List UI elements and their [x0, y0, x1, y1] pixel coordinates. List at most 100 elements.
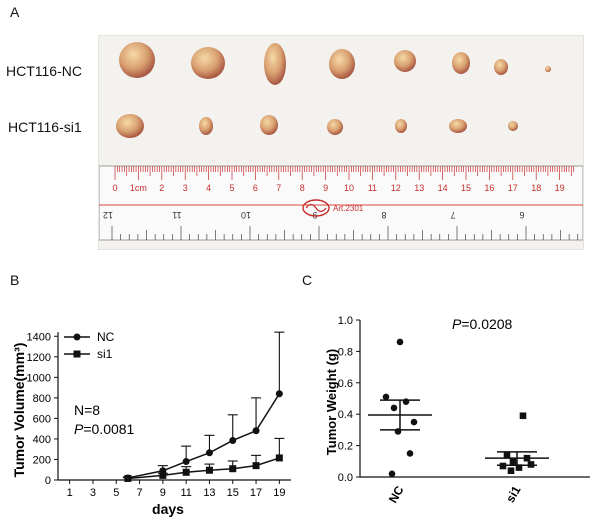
data-point-nc [229, 436, 237, 444]
data-point-si1 [515, 464, 523, 471]
y-tick-label: 0.4 [338, 409, 353, 421]
y-tick-label: 0.2 [338, 441, 353, 453]
tumor-si1 [449, 119, 467, 133]
data-point-nc [252, 427, 260, 435]
data-point-nc [388, 470, 396, 478]
ruler-cm-label: 6 [253, 183, 258, 193]
data-point-si1 [252, 462, 260, 470]
tumor-nc [329, 49, 355, 79]
ruler-cm-label: 4 [206, 183, 211, 193]
x-tick-label: 17 [250, 487, 262, 499]
tumor-nc [264, 43, 286, 85]
legend-label-si1: si1 [97, 347, 113, 361]
y-tick-label: 400 [33, 434, 51, 446]
data-point-nc [382, 393, 390, 401]
tumor-si1 [327, 119, 343, 135]
y-tick-label: 1400 [27, 331, 51, 343]
tumor-si1 [199, 117, 213, 135]
tumor-nc [394, 50, 416, 72]
ruler-cm-label: 16 [484, 183, 494, 193]
tumor-nc [545, 66, 551, 72]
data-point-si1 [182, 468, 190, 476]
ruler-cm-label: 17 [508, 183, 518, 193]
data-point-nc [275, 390, 283, 398]
legend-marker-si1 [73, 350, 81, 358]
x-tick-label: 3 [90, 487, 96, 499]
row-label-nc: HCT116-NC [6, 63, 82, 79]
ruler-cm-label: 8 [300, 183, 305, 193]
data-point-si1 [507, 467, 515, 475]
data-point-si1 [499, 462, 507, 470]
annotation-n: N=8 [74, 402, 100, 418]
ruler-cm-label: 14 [438, 183, 448, 193]
data-point-nc [394, 428, 402, 435]
ruler-inch-label: 8 [381, 210, 386, 220]
tumor-weight-chart: 0.0 0.2 0.4 0.6 0.8 1.0 NC si1 Tumor Weight (g)… [324, 315, 590, 506]
x-tick-label: si1 [503, 483, 524, 505]
ruler-inch-label: 12 [103, 210, 113, 220]
legend-marker-nc [73, 333, 81, 341]
ruler: 0 1cm 2 3 4 5 6 7 8 9 10 11 12 13 14 15 16 17 18 19 12 11 10 9… [98, 165, 594, 241]
ruler-cm-label: 7 [276, 183, 281, 193]
ruler-cm-label: 19 [555, 183, 565, 193]
ruler-cm-label: 1cm [130, 183, 147, 193]
tumor-photo: 0 1cm 2 3 4 5 6 7 8 9 10 11 12 13 14 15 16 17 18 19 12 11 10 9… [98, 35, 594, 250]
row-label-si1: HCT116-si1 [8, 119, 82, 135]
ruler-inch-label: 10 [241, 210, 251, 220]
ruler-inch-label: 7 [450, 210, 455, 220]
data-point-nc [402, 398, 410, 405]
tumor-row-si1 [116, 114, 518, 138]
y-tick-label: 0.8 [338, 346, 353, 358]
ruler-inch-label: 11 [172, 210, 181, 220]
panel-label-a: A [10, 4, 20, 20]
panel-label-b: B [10, 272, 20, 288]
y-tick-label: 0.6 [338, 378, 353, 390]
data-point-nc [406, 450, 414, 457]
legend-label-nc: NC [97, 330, 115, 344]
annotation-p: P=0.0081 [74, 421, 135, 437]
y-tick-label: 0 [45, 475, 51, 487]
ruler-inch-label: 6 [519, 210, 524, 220]
x-tick-label: NC [386, 483, 407, 505]
y-tick-label: 1200 [27, 352, 51, 364]
data-point-si1 [523, 454, 531, 462]
data-point-nc [410, 418, 418, 426]
data-point-si1 [503, 451, 511, 459]
data-point-nc [396, 338, 404, 346]
ruler-cm-label: 9 [323, 183, 328, 193]
ruler-cm-label: 2 [159, 183, 164, 193]
ruler-cm-label: 3 [183, 183, 188, 193]
x-axis-label: days [152, 501, 184, 517]
data-point-si1 [509, 458, 517, 465]
data-point-si1 [229, 465, 237, 473]
data-point-nc [390, 404, 398, 412]
ruler-cm-label: 13 [414, 183, 424, 193]
x-tick-label: 5 [113, 487, 119, 499]
x-tick-label: 9 [160, 487, 166, 499]
tumor-nc [452, 52, 470, 74]
ruler-cm-label: 5 [229, 183, 234, 193]
panel-label-c: C [302, 272, 313, 288]
y-tick-label: 0.0 [338, 472, 353, 484]
tumor-nc [191, 47, 225, 79]
annotation-p: P=0.0208 [452, 316, 513, 332]
tumor-si1 [508, 121, 518, 131]
ruler-logo [302, 199, 330, 217]
ruler-brand: Art.2301 [333, 204, 364, 213]
ruler-cm-label: 10 [344, 183, 354, 193]
x-tick-label: 13 [203, 487, 215, 499]
x-tick-label: 7 [136, 487, 142, 499]
data-point-si1 [527, 461, 535, 468]
y-tick-label: 800 [33, 393, 51, 405]
x-tick-label: 19 [273, 487, 285, 499]
y-tick-label: 600 [33, 413, 51, 425]
x-tick-label: 1 [67, 487, 73, 499]
ruler-cm-label: 11 [368, 183, 377, 193]
ruler-cm-label: 15 [461, 183, 471, 193]
y-tick-label: 200 [33, 454, 51, 466]
legend: NC si1 [64, 330, 115, 361]
y-axis-label: Tumor Volume(mm³) [11, 343, 27, 478]
data-point-nc [182, 458, 190, 466]
ruler-cm-label: 18 [531, 183, 541, 193]
tumor-photo-drawing: 0 1cm 2 3 4 5 6 7 8 9 10 11 12 13 14 15 16 17 18 19 12 11 10 9… [98, 42, 594, 241]
